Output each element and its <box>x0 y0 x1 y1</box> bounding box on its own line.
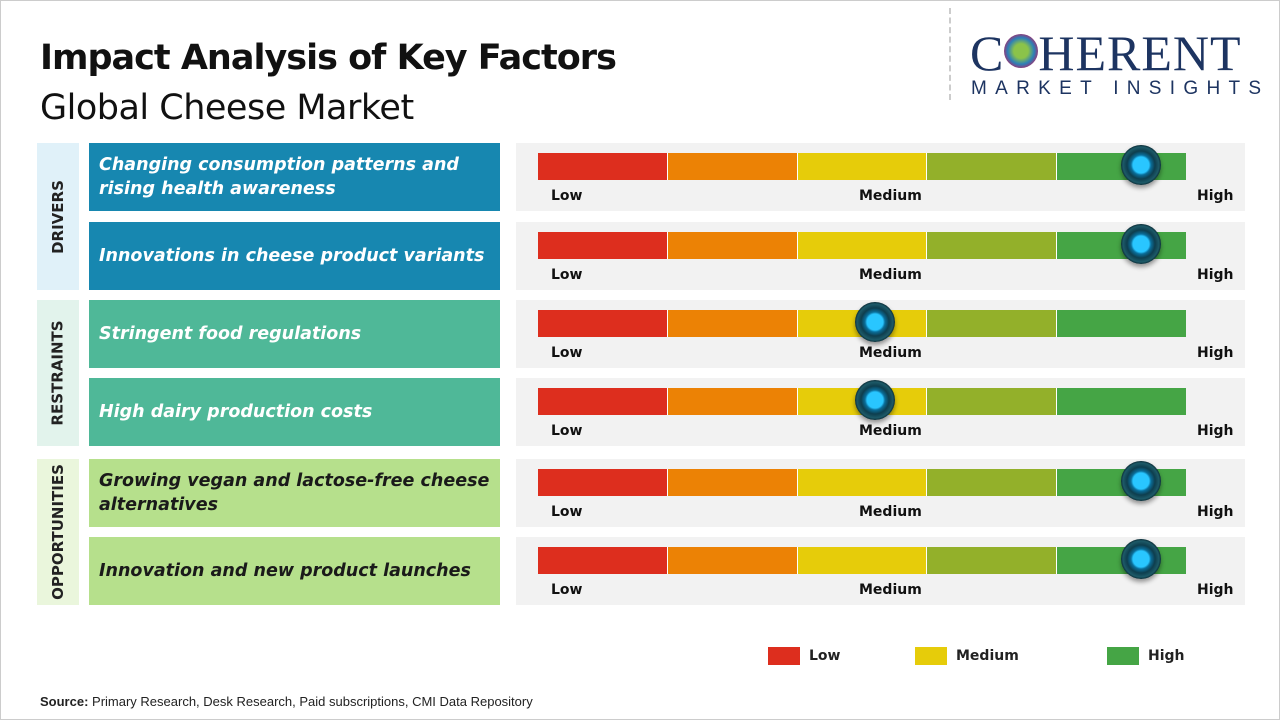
impact-gauge: Low Medium High <box>516 378 1245 446</box>
gauge-bar <box>538 153 1186 180</box>
category-drivers: DRIVERS <box>37 143 79 290</box>
gauge-segment <box>927 388 1058 415</box>
gauge-segment <box>797 153 928 180</box>
gauge-segment <box>797 547 928 574</box>
gauge-knob-indicator <box>854 380 895 420</box>
gauge-segment <box>538 469 668 496</box>
legend-label: High <box>1148 648 1185 664</box>
gauge-segment <box>667 232 798 259</box>
gauge-knob-indicator <box>854 302 895 342</box>
gauge-label-high: High <box>1197 582 1234 598</box>
impact-gauge: Low Medium High <box>516 143 1245 211</box>
gauge-label-high: High <box>1197 345 1234 361</box>
gauge-label-high: High <box>1197 267 1234 283</box>
factor-label: Growing vegan and lactose-free cheese al… <box>89 459 500 527</box>
gauge-label-medium: Medium <box>859 267 922 283</box>
gauge-segment <box>538 153 668 180</box>
factor-label: Changing consumption patterns and rising… <box>89 143 500 211</box>
gauge-label-high: High <box>1197 188 1234 204</box>
gauge-label-medium: Medium <box>859 345 922 361</box>
gauge-segment <box>667 153 798 180</box>
gauge-knob-indicator <box>1120 145 1161 185</box>
category-label: OPPORTUNITIES <box>49 464 67 600</box>
gauge-segment <box>927 469 1058 496</box>
category-opportunities: OPPORTUNITIES <box>37 459 79 605</box>
gauge-knob-indicator <box>1120 224 1161 264</box>
page-subtitle: Global Cheese Market <box>40 88 414 128</box>
gauge-bar <box>538 469 1186 496</box>
factor-label: Innovation and new product launches <box>89 537 500 605</box>
factor-label: High dairy production costs <box>89 378 500 446</box>
gauge-label-low: Low <box>551 188 583 204</box>
impact-gauge: Low Medium High <box>516 222 1245 290</box>
legend-label: Medium <box>956 648 1019 664</box>
gauge-knob-indicator <box>1120 539 1161 579</box>
legend-item: High <box>1107 647 1185 665</box>
category-label: RESTRAINTS <box>49 320 68 426</box>
gauge-label-high: High <box>1197 423 1234 439</box>
gauge-segment <box>1057 310 1186 337</box>
gauge-label-low: Low <box>551 267 583 283</box>
legend-swatch <box>915 647 947 665</box>
gauge-label-medium: Medium <box>859 188 922 204</box>
logo-tagline: MARKET INSIGHTS <box>971 78 1270 99</box>
impact-gauge: Low Medium High <box>516 300 1245 368</box>
divider <box>949 8 951 100</box>
legend-label: Low <box>809 648 841 664</box>
legend-item: Medium <box>915 647 1019 665</box>
gauge-label-low: Low <box>551 504 583 520</box>
gauge-label-medium: Medium <box>859 423 922 439</box>
source-note: Source: Primary Research, Desk Research,… <box>40 694 533 709</box>
factor-label: Stringent food regulations <box>89 300 500 368</box>
gauge-segment <box>797 232 928 259</box>
gauge-segment <box>927 153 1058 180</box>
gauge-segment <box>538 310 668 337</box>
gauge-segment <box>538 388 668 415</box>
gauge-knob-indicator <box>1120 461 1161 501</box>
logo-globe-icon <box>1004 34 1039 68</box>
page-title: Impact Analysis of Key Factors <box>40 38 617 78</box>
legend-swatch <box>1107 647 1139 665</box>
gauge-segment <box>538 547 668 574</box>
gauge-segment <box>797 469 928 496</box>
gauge-label-medium: Medium <box>859 582 922 598</box>
gauge-segment <box>538 232 668 259</box>
gauge-segment <box>667 469 798 496</box>
gauge-segment <box>667 547 798 574</box>
impact-gauge: Low Medium High <box>516 537 1245 605</box>
gauge-label-low: Low <box>551 345 583 361</box>
gauge-label-low: Low <box>551 423 583 439</box>
gauge-segment <box>1057 388 1186 415</box>
gauge-bar <box>538 232 1186 259</box>
gauge-segment <box>667 388 798 415</box>
gauge-label-low: Low <box>551 582 583 598</box>
gauge-segment <box>927 310 1058 337</box>
gauge-segment <box>927 232 1058 259</box>
gauge-label-high: High <box>1197 504 1234 520</box>
factor-label: Innovations in cheese product variants <box>89 222 500 290</box>
gauge-segment <box>667 310 798 337</box>
logo: C HERENT <box>970 25 1242 81</box>
gauge-label-medium: Medium <box>859 504 922 520</box>
gauge-bar <box>538 547 1186 574</box>
category-label: DRIVERS <box>49 179 68 254</box>
legend-swatch <box>768 647 800 665</box>
gauge-segment <box>927 547 1058 574</box>
category-restraints: RESTRAINTS <box>37 300 79 446</box>
legend-item: Low <box>768 647 840 665</box>
impact-gauge: Low Medium High <box>516 459 1245 527</box>
